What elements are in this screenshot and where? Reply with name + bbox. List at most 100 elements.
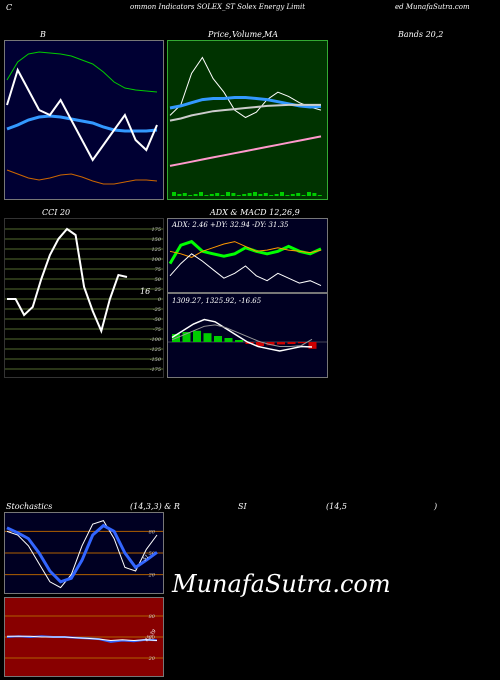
cci-level-label: -175	[150, 367, 161, 373]
volume-bar	[172, 192, 176, 196]
adx-title: ADX & MACD 12,26,9	[210, 208, 300, 217]
macd-histogram-bar	[287, 342, 296, 344]
volume-bar	[269, 195, 274, 196]
volume-bar	[280, 192, 284, 196]
volume-bar	[209, 194, 214, 196]
stoch-params: (14,3,3) & R	[130, 502, 180, 511]
cci-level-label: 175	[151, 227, 161, 233]
volume-bar	[199, 192, 203, 196]
macd-panel: 1309.27, 1325.92, -16.65	[167, 293, 328, 378]
volume-bar	[258, 194, 263, 196]
series--dy-line	[168, 239, 322, 265]
volume-bar	[307, 192, 311, 196]
series--dy-line	[169, 241, 322, 258]
series-signal-line	[171, 324, 313, 347]
rsi-close-paren: )	[434, 502, 438, 511]
level-label: 20	[148, 573, 156, 579]
stoch-title: Stochastics	[6, 502, 53, 511]
bands-panel	[4, 40, 164, 200]
level-label: 20	[148, 656, 156, 662]
header-c: C	[6, 3, 13, 12]
volume-bar	[236, 195, 241, 196]
series-ma-gray-line	[169, 103, 321, 122]
adx-values: ADX: 2.46 +DY: 32.94 -DY: 31.35	[172, 221, 289, 229]
volume-bar	[253, 192, 257, 196]
cci-level-label: 125	[151, 247, 161, 253]
rsi-current-label: 45.39	[143, 628, 158, 644]
volume-bar	[193, 194, 198, 196]
cci-level-label: -25	[153, 307, 161, 313]
volume-bar	[301, 195, 306, 196]
cci-level-label: 0	[158, 297, 162, 303]
rsi-chart: 80 50 20 45.39	[5, 614, 163, 662]
series-cci-line	[7, 227, 128, 335]
volume-bar	[204, 195, 209, 196]
cci-level-label: 50	[155, 277, 162, 283]
macd-chart	[168, 318, 327, 352]
series-ma-blue-line	[169, 96, 322, 110]
volume-bar	[290, 194, 295, 196]
series-upper-line	[6, 51, 158, 93]
cci-current-label: 16	[140, 287, 150, 296]
cci-title: CCI 20	[42, 208, 71, 217]
cci-level-label: -75	[153, 327, 161, 333]
cci-level-label: 75	[155, 267, 161, 273]
volume-bar	[182, 193, 187, 196]
volume-bar	[188, 195, 193, 196]
bands-chart	[6, 51, 158, 185]
cci-level-label: 25	[154, 287, 161, 293]
macd-histogram-bar	[256, 342, 264, 346]
volume-bar	[317, 195, 322, 196]
stoch-current-label: 51	[142, 554, 151, 563]
volume-bar	[274, 194, 279, 196]
macd-histogram-bar	[277, 342, 285, 345]
volume-bar	[285, 195, 290, 196]
series-ma-pink-line	[169, 135, 322, 167]
price-panel	[167, 40, 328, 200]
macd-histogram-bar	[203, 333, 212, 342]
rsi-params: (14,5	[326, 502, 347, 511]
series-price-line	[6, 67, 158, 162]
macd-values: 1309.27, 1325.92, -16.65	[172, 297, 262, 305]
level-label: 50	[149, 635, 156, 641]
macd-histogram-bar	[193, 330, 201, 342]
volume-bar	[220, 195, 225, 196]
macd-histogram-bar	[298, 342, 306, 344]
series-d-line	[6, 523, 158, 584]
cci-level-label: -150	[150, 357, 162, 363]
level-label: 80	[149, 529, 156, 535]
series-k-line	[6, 519, 158, 589]
level-label: 80	[149, 614, 156, 620]
price-title-a: Price,	[208, 30, 232, 39]
cci-chart: 175 150 125 100 75 50 25 0 -25 -50 -75 -100 -125 -150…	[5, 227, 163, 373]
cci-level-label: -125	[150, 347, 161, 353]
price-title-b: Volume,	[232, 30, 265, 39]
macd-histogram-bar	[224, 338, 233, 342]
series-middle-line	[6, 114, 158, 133]
cci-level-label: -100	[150, 337, 162, 343]
volume-bar	[215, 193, 220, 196]
stoch-si: SI	[238, 502, 247, 511]
macd-histogram-bar	[266, 342, 275, 346]
cci-level-label: 100	[151, 257, 161, 263]
macd-histogram-bar	[235, 340, 243, 342]
bands-right-title: Bands 20,2	[398, 30, 444, 39]
volume-bar	[231, 193, 236, 196]
cci-panel: 175 150 125 100 75 50 25 0 -25 -50 -75 -100 -125 -150…	[4, 218, 164, 378]
watermark: MunafaSutra.com	[172, 570, 391, 598]
volume-bar	[242, 194, 247, 196]
bands-title: B	[40, 30, 46, 39]
adx-panel: ADX: 2.46 +DY: 32.94 -DY: 31.35	[167, 218, 328, 293]
cci-level-label: -50	[153, 317, 162, 323]
adx-chart	[168, 239, 322, 287]
volume-bar	[177, 194, 182, 196]
volume-bar	[263, 193, 268, 196]
volume-bar	[226, 192, 230, 196]
volume-bar	[247, 193, 252, 196]
price-chart	[169, 56, 322, 196]
volume-bar	[312, 193, 317, 196]
series-price-line	[169, 56, 322, 119]
stoch-panel: 80 50 20 51	[4, 512, 164, 594]
macd-histogram-bar	[308, 342, 317, 349]
